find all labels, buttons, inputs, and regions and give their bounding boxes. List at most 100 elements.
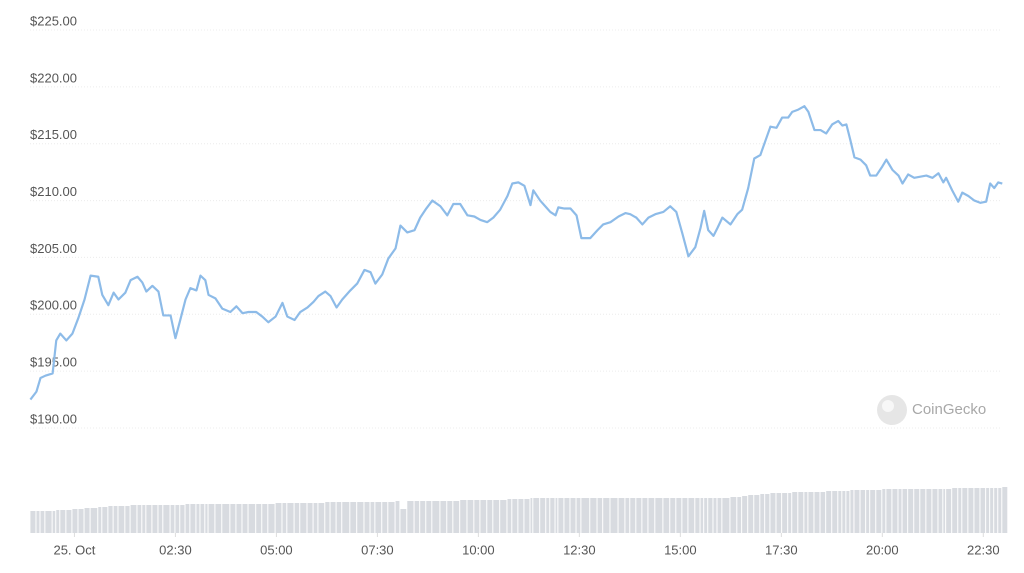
volume-bar — [898, 489, 902, 533]
volume-bar — [776, 493, 782, 533]
volume-bar — [287, 503, 294, 533]
volume-bar — [330, 502, 336, 533]
price-line — [29, 105, 1003, 401]
volume-bar — [688, 498, 695, 533]
volume-bar — [318, 503, 325, 533]
x-tick-label: 10:00 — [462, 542, 495, 557]
volume-bar — [932, 489, 938, 533]
volume-bar — [52, 511, 56, 533]
volume-bar — [546, 498, 550, 533]
volume-bar — [268, 504, 275, 533]
volume-bar — [788, 493, 792, 533]
volume-bar — [307, 503, 313, 533]
volume-bar — [737, 497, 742, 533]
volume-bar — [137, 505, 142, 533]
volume-bar — [382, 502, 388, 533]
volume-bar — [908, 489, 914, 533]
volume-bar — [555, 498, 558, 533]
volume-bar — [185, 504, 190, 533]
volume-bar — [364, 502, 370, 533]
volume-bar — [902, 489, 908, 533]
volume-bar — [467, 500, 474, 533]
volume-bar — [717, 498, 722, 533]
y-tick-label: $220.00 — [30, 70, 77, 85]
volume-bar — [66, 510, 72, 533]
volume-bar — [480, 500, 487, 533]
volume-bar — [130, 505, 137, 533]
volume-bar — [36, 511, 40, 533]
volume-bar — [597, 498, 603, 533]
volume-bar — [704, 498, 708, 533]
volume-bar — [792, 492, 798, 533]
volume-bar — [655, 498, 663, 533]
volume-bar — [388, 502, 395, 533]
volume-bar — [426, 501, 432, 533]
volume-bar — [407, 501, 414, 533]
volume-bar — [570, 498, 576, 533]
volume-bar — [142, 505, 146, 533]
volume-bar — [610, 498, 618, 533]
volume-bar — [625, 498, 630, 533]
volume-bar — [943, 489, 946, 533]
volume-bar — [518, 499, 524, 533]
volume-bar — [524, 499, 530, 533]
volume-bar — [846, 491, 850, 533]
volume-bar — [550, 498, 555, 533]
volume-bar — [222, 504, 230, 533]
volume-bar — [760, 494, 765, 533]
volume-bar — [146, 505, 152, 533]
volume-bar — [313, 503, 318, 533]
volume-bar — [636, 498, 642, 533]
volume-bar — [946, 489, 952, 533]
volume-bar — [782, 493, 788, 533]
volume-bar — [230, 504, 236, 533]
volume-bar — [968, 488, 974, 533]
volume-bar — [215, 504, 222, 533]
volume-bar — [60, 510, 66, 533]
volume-bar — [1002, 487, 1008, 533]
watermark-text: CoinGecko — [912, 401, 986, 418]
volume-bar — [78, 509, 84, 533]
volume-bar — [90, 508, 98, 533]
volume-bar — [325, 502, 330, 533]
volume-bar — [990, 488, 994, 533]
volume-bar — [986, 488, 990, 533]
volume-bar — [357, 502, 364, 533]
volume-bar — [590, 498, 597, 533]
volume-bar — [642, 498, 648, 533]
volume-bar — [196, 504, 200, 533]
volume-bar — [754, 495, 760, 533]
volume-bar — [820, 492, 826, 533]
volume-bar — [748, 495, 754, 533]
watermark-logo-eye — [882, 400, 894, 412]
volume-bar — [670, 498, 676, 533]
volume-bar — [850, 490, 854, 533]
volume-bar — [125, 506, 130, 533]
volume-bar — [500, 500, 507, 533]
volume-bar — [952, 488, 958, 533]
volume-bar — [663, 498, 670, 533]
x-tick-label: 12:30 — [563, 542, 596, 557]
y-tick-label: $190.00 — [30, 411, 77, 426]
volume-bar — [854, 490, 860, 533]
volume-bar — [45, 511, 52, 533]
volume-bar — [487, 500, 493, 533]
volume-bar — [876, 490, 882, 533]
volume-bar — [808, 492, 814, 533]
volume-bar — [512, 499, 518, 533]
volume-bar — [342, 502, 350, 533]
volume-bar — [860, 490, 866, 533]
volume-bar — [200, 504, 205, 533]
volume-bar — [113, 506, 118, 533]
volume-bar — [882, 489, 886, 533]
volume-bar — [395, 501, 400, 533]
volume-bar — [926, 489, 932, 533]
volume-bar — [798, 492, 804, 533]
volume-bar — [998, 488, 1002, 533]
x-tick-label: 05:00 — [260, 542, 293, 557]
volume-bar — [576, 498, 581, 533]
volume-bar — [892, 489, 898, 533]
plot: $190.00$195.00$200.00$205.00$210.00$215.… — [29, 13, 1008, 557]
volume-bar — [493, 500, 500, 533]
